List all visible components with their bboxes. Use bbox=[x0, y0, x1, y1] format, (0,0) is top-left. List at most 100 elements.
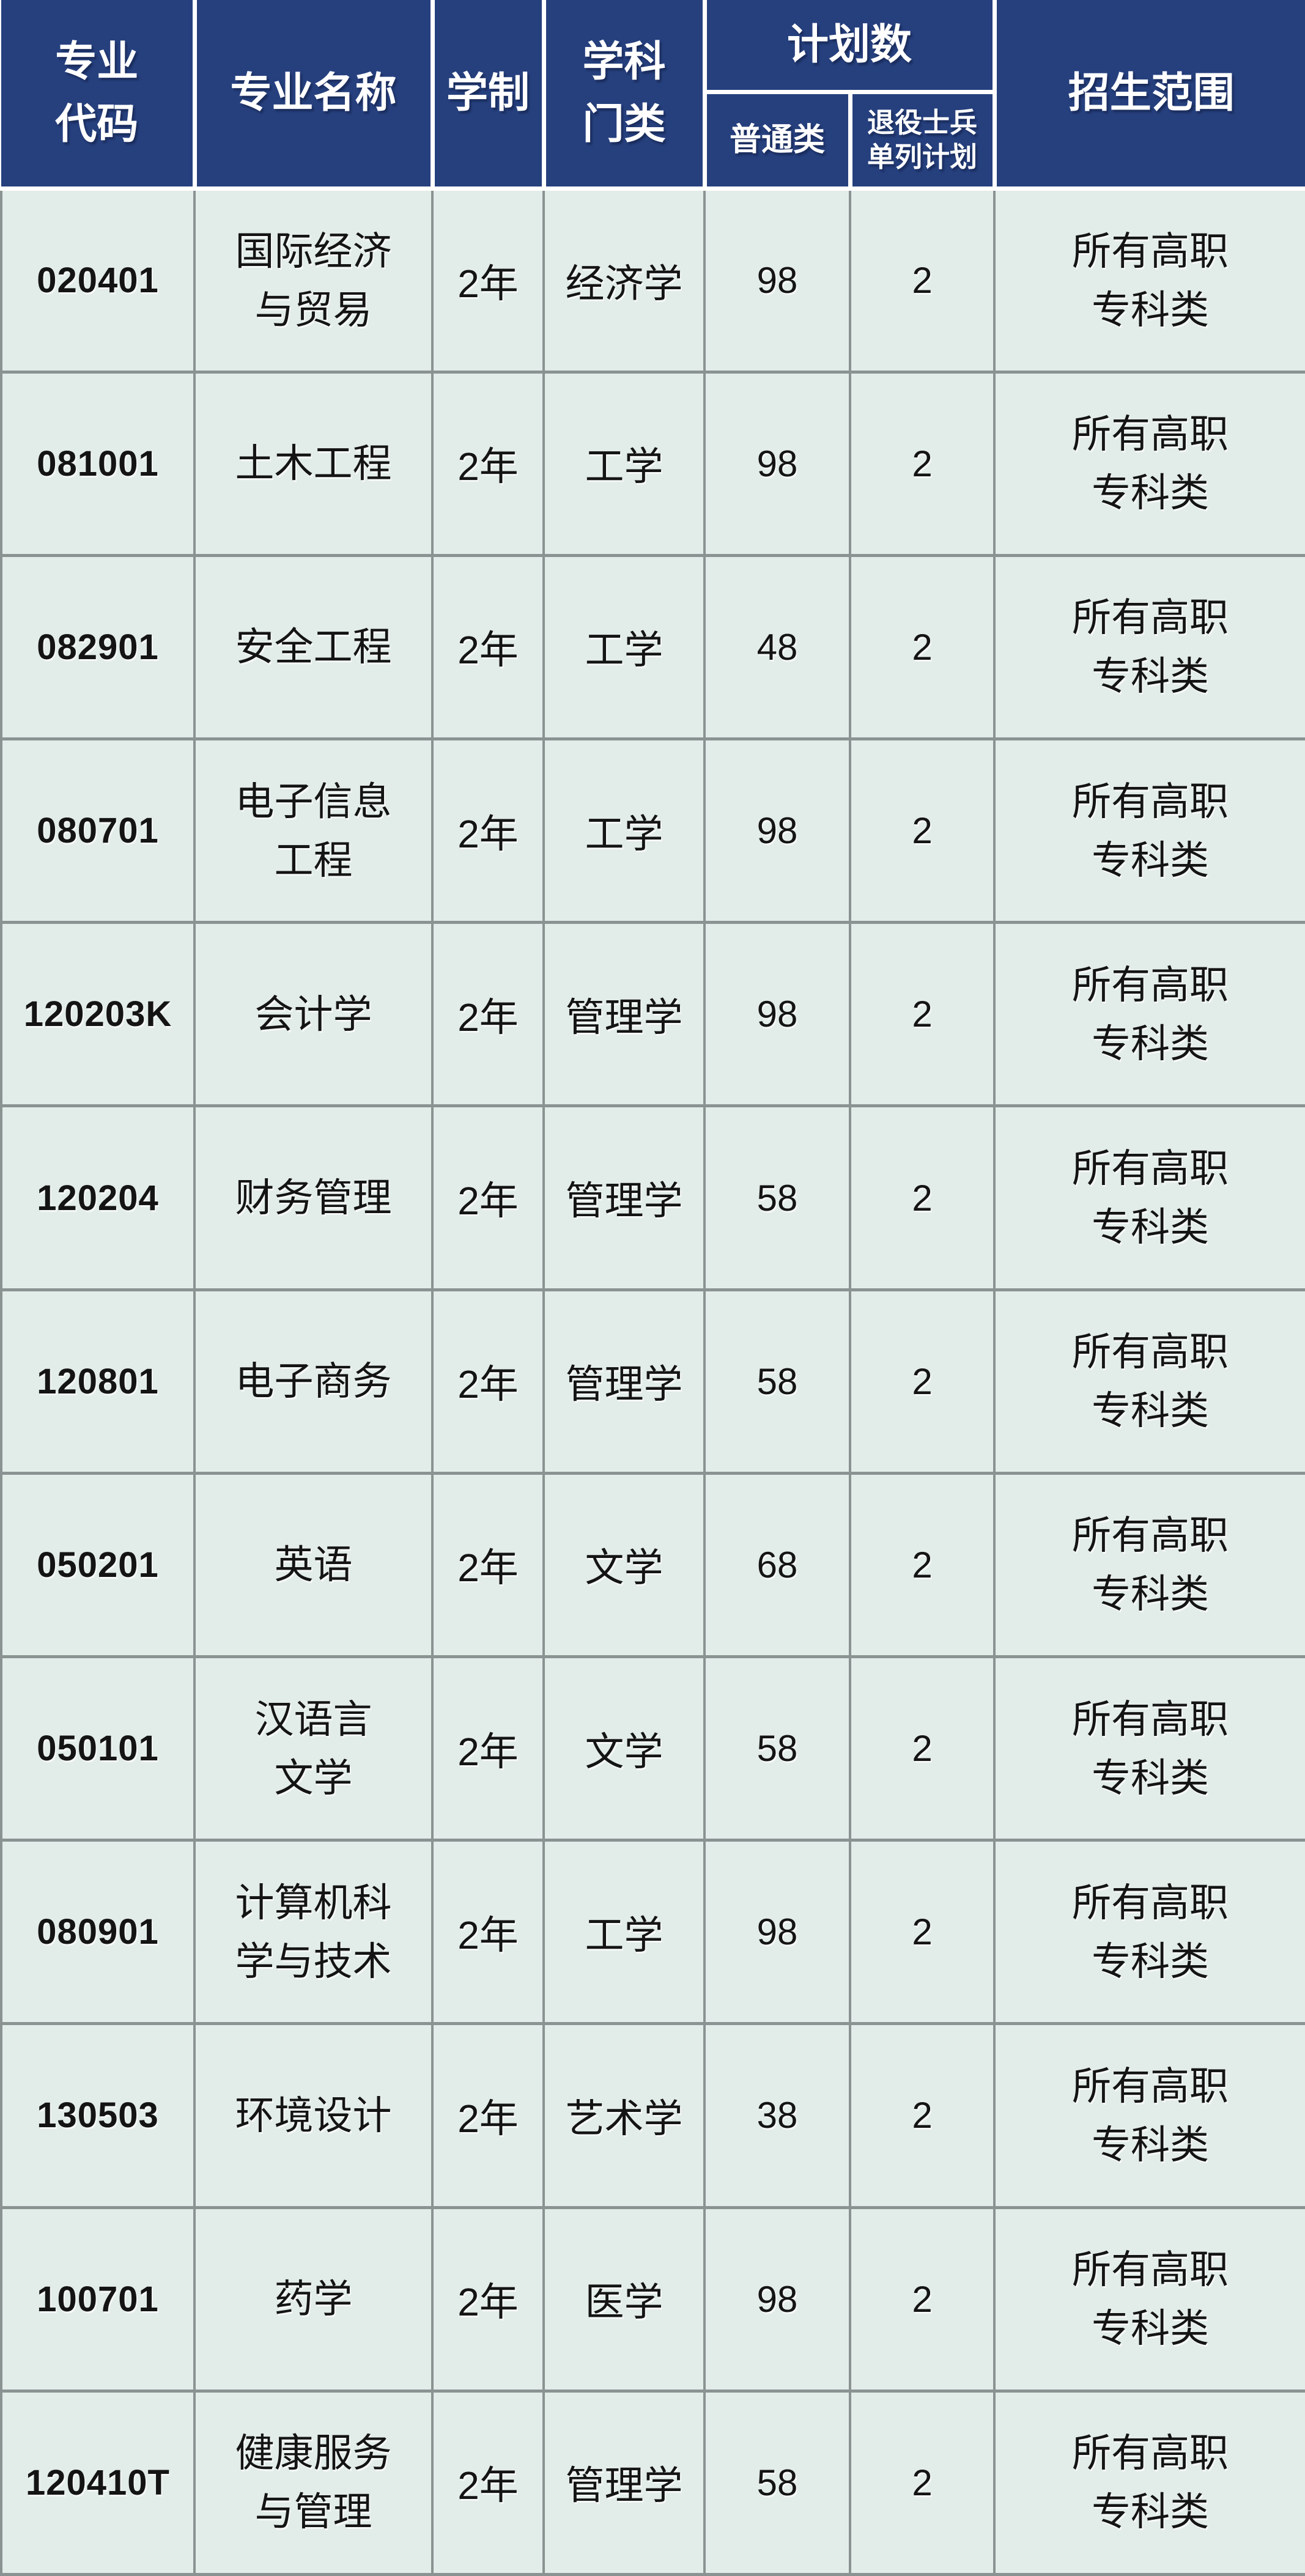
cell-duration: 2年 bbox=[431, 1104, 545, 1291]
cell-duration: 2年 bbox=[431, 2389, 545, 2576]
table-row: 082901 安全工程 2年 工学 48 2 所有高职 专科类 bbox=[0, 553, 1305, 741]
table-row: 080701 电子信息 工程 2年 工学 98 2 所有高职 专科类 bbox=[0, 737, 1305, 924]
cell-code: 020401 bbox=[0, 186, 196, 374]
cell-plan-veteran: 2 bbox=[848, 2022, 996, 2209]
cell-plan-regular: 58 bbox=[703, 1104, 851, 1291]
cell-name: 电子信息 工程 bbox=[193, 737, 434, 924]
cell-name: 国际经济 与贸易 bbox=[193, 186, 434, 374]
table-row: 100701 药学 2年 医学 98 2 所有高职 专科类 bbox=[0, 2205, 1305, 2393]
cell-duration: 2年 bbox=[431, 2022, 545, 2209]
table-row: 120203K 会计学 2年 管理学 98 2 所有高职 专科类 bbox=[0, 921, 1305, 1108]
cell-code: 120410T bbox=[0, 2389, 196, 2576]
cell-plan-regular: 98 bbox=[703, 186, 851, 374]
cell-duration: 2年 bbox=[431, 2205, 545, 2393]
cell-discipline: 工学 bbox=[542, 553, 706, 741]
cell-plan-regular: 38 bbox=[703, 2022, 851, 2209]
cell-discipline: 管理学 bbox=[542, 1104, 706, 1291]
cell-name: 健康服务 与管理 bbox=[193, 2389, 434, 2576]
cell-scope: 所有高职 专科类 bbox=[993, 921, 1305, 1108]
cell-discipline: 管理学 bbox=[542, 1288, 706, 1475]
cell-plan-veteran: 2 bbox=[848, 737, 996, 924]
cell-duration: 2年 bbox=[431, 1839, 545, 2026]
cell-plan-regular: 98 bbox=[703, 921, 851, 1108]
table-row: 050201 英语 2年 文学 68 2 所有高职 专科类 bbox=[0, 1471, 1305, 1659]
cell-code: 100701 bbox=[0, 2205, 196, 2393]
cell-name: 环境设计 bbox=[193, 2022, 434, 2209]
cell-discipline: 艺术学 bbox=[542, 2022, 706, 2209]
cell-discipline: 管理学 bbox=[542, 921, 706, 1108]
cell-duration: 2年 bbox=[431, 1655, 545, 1842]
cell-scope: 所有高职 专科类 bbox=[993, 2022, 1305, 2209]
cell-name: 会计学 bbox=[193, 921, 434, 1108]
cell-discipline: 管理学 bbox=[542, 2389, 706, 2576]
cell-plan-veteran: 2 bbox=[848, 370, 996, 557]
cell-duration: 2年 bbox=[431, 921, 545, 1108]
cell-plan-veteran: 2 bbox=[848, 1471, 996, 1659]
cell-duration: 2年 bbox=[431, 553, 545, 741]
cell-plan-veteran: 2 bbox=[848, 1839, 996, 2026]
cell-name: 土木工程 bbox=[193, 370, 434, 557]
cell-discipline: 工学 bbox=[542, 370, 706, 557]
cell-plan-veteran: 2 bbox=[848, 2389, 996, 2576]
cell-name: 药学 bbox=[193, 2205, 434, 2393]
cell-discipline: 文学 bbox=[542, 1471, 706, 1659]
cell-plan-regular: 58 bbox=[703, 2389, 851, 2576]
cell-name: 财务管理 bbox=[193, 1104, 434, 1291]
cell-duration: 2年 bbox=[431, 186, 545, 374]
cell-code: 082901 bbox=[0, 553, 196, 741]
table-body: 020401 国际经济 与贸易 2年 经济学 98 2 所有高职 专科类 081001 土木工程… bbox=[0, 186, 1305, 2576]
table-row: 120204 财务管理 2年 管理学 58 2 所有高职 专科类 bbox=[0, 1104, 1305, 1291]
cell-plan-regular: 98 bbox=[703, 737, 851, 924]
table-row: 050101 汉语言 文学 2年 文学 58 2 所有高职 专科类 bbox=[0, 1655, 1305, 1842]
cell-scope: 所有高职 专科类 bbox=[993, 2205, 1305, 2393]
cell-code: 120203K bbox=[0, 921, 196, 1108]
cell-code: 050201 bbox=[0, 1471, 196, 1659]
cell-code: 050101 bbox=[0, 1655, 196, 1842]
cell-plan-regular: 48 bbox=[703, 553, 851, 741]
cell-plan-veteran: 2 bbox=[848, 1655, 996, 1842]
header-major-code: 专业 代码 bbox=[1, 0, 197, 191]
cell-plan-regular: 98 bbox=[703, 370, 851, 557]
cell-scope: 所有高职 专科类 bbox=[993, 1104, 1305, 1291]
cell-scope: 所有高职 专科类 bbox=[993, 737, 1305, 924]
cell-plan-veteran: 2 bbox=[848, 2205, 996, 2393]
header-discipline: 学科 门类 bbox=[544, 0, 707, 191]
cell-plan-regular: 98 bbox=[703, 1839, 851, 2026]
cell-code: 130503 bbox=[0, 2022, 196, 2209]
cell-scope: 所有高职 专科类 bbox=[993, 370, 1305, 557]
cell-duration: 2年 bbox=[431, 1471, 545, 1659]
cell-plan-regular: 98 bbox=[703, 2205, 851, 2393]
cell-duration: 2年 bbox=[431, 370, 545, 557]
cell-duration: 2年 bbox=[431, 737, 545, 924]
cell-plan-veteran: 2 bbox=[848, 921, 996, 1108]
cell-discipline: 工学 bbox=[542, 737, 706, 924]
cell-code: 120801 bbox=[0, 1288, 196, 1475]
cell-discipline: 文学 bbox=[542, 1655, 706, 1842]
cell-discipline: 医学 bbox=[542, 2205, 706, 2393]
cell-duration: 2年 bbox=[431, 1288, 545, 1475]
cell-name: 安全工程 bbox=[193, 553, 434, 741]
cell-plan-veteran: 2 bbox=[848, 186, 996, 374]
cell-name: 电子商务 bbox=[193, 1288, 434, 1475]
table-row: 130503 环境设计 2年 艺术学 38 2 所有高职 专科类 bbox=[0, 2022, 1305, 2209]
table-row: 080901 计算机科 学与技术 2年 工学 98 2 所有高职 专科类 bbox=[0, 1839, 1305, 2026]
cell-name: 英语 bbox=[193, 1471, 434, 1659]
header-plan-count-group: 计划数 bbox=[704, 0, 997, 94]
header-major-name: 专业名称 bbox=[194, 0, 435, 191]
cell-scope: 所有高职 专科类 bbox=[993, 1288, 1305, 1475]
table-row: 120410T 健康服务 与管理 2年 管理学 58 2 所有高职 专科类 bbox=[0, 2389, 1305, 2576]
cell-code: 080701 bbox=[0, 737, 196, 924]
table-row: 081001 土木工程 2年 工学 98 2 所有高职 专科类 bbox=[0, 370, 1305, 557]
cell-code: 080901 bbox=[0, 1839, 196, 2026]
cell-scope: 所有高职 专科类 bbox=[993, 2389, 1305, 2576]
cell-plan-veteran: 2 bbox=[848, 1288, 996, 1475]
cell-discipline: 工学 bbox=[542, 1839, 706, 2026]
table-row: 020401 国际经济 与贸易 2年 经济学 98 2 所有高职 专科类 bbox=[0, 186, 1305, 374]
cell-scope: 所有高职 专科类 bbox=[993, 553, 1305, 741]
cell-scope: 所有高职 专科类 bbox=[993, 1655, 1305, 1842]
header-enrollment-scope: 招生范围 bbox=[994, 0, 1305, 191]
cell-plan-regular: 58 bbox=[703, 1655, 851, 1842]
table-header: 专业 代码 专业名称 学制 学科 门类 计划数 招生范围 普通类 退役士兵 单列… bbox=[1, 0, 1305, 191]
